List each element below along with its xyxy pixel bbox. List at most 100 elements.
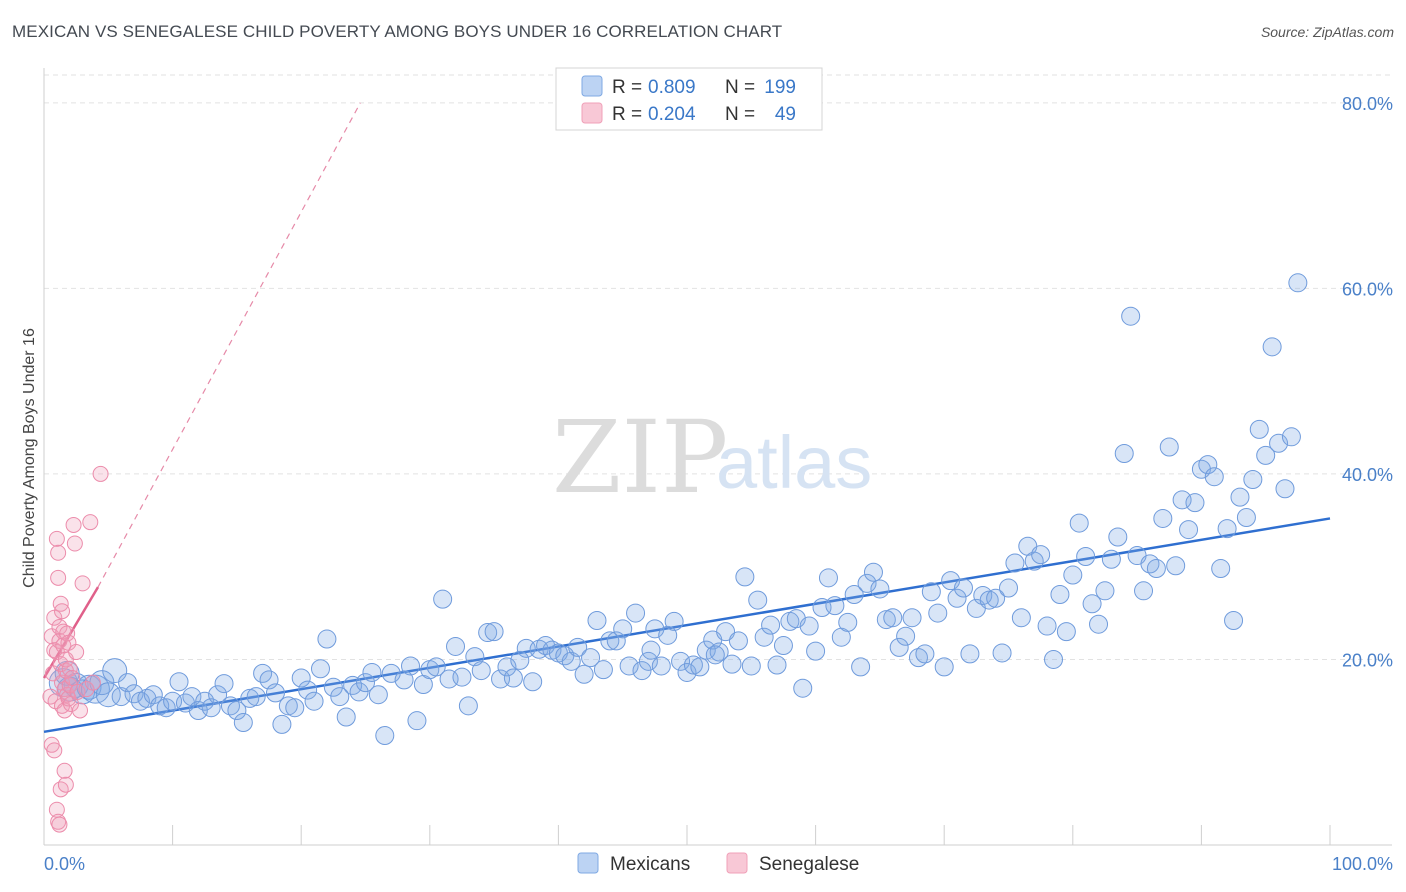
trend-line-senegalese-extension bbox=[97, 102, 361, 588]
point-mexicans bbox=[999, 578, 1018, 598]
watermark: ZIP atlas bbox=[552, 399, 872, 516]
point-mexicans bbox=[748, 590, 768, 610]
watermark-zip: ZIP bbox=[552, 399, 728, 516]
point-mexicans bbox=[246, 687, 266, 707]
point-mexicans bbox=[278, 696, 298, 716]
point-mexicans bbox=[1095, 581, 1115, 601]
grid-lines bbox=[44, 74, 1392, 660]
point-mexicans bbox=[323, 677, 343, 697]
point-mexicans bbox=[806, 641, 826, 661]
point-mexicans bbox=[1159, 437, 1179, 457]
point-mexicans bbox=[182, 687, 202, 707]
point-mexicans bbox=[902, 608, 922, 628]
point-senegalese bbox=[52, 656, 69, 673]
point-mexicans bbox=[851, 657, 871, 677]
point-mexicans bbox=[310, 659, 330, 679]
point-mexicans bbox=[651, 656, 671, 676]
legend-r-value-2: 0.204 bbox=[648, 104, 696, 125]
bottom-legend-swatch-senegalese bbox=[726, 852, 748, 874]
point-mexicans bbox=[368, 685, 388, 705]
point-senegalese bbox=[46, 642, 63, 659]
source-credit: Source: ZipAtlas.com bbox=[1260, 24, 1394, 40]
point-mexicans bbox=[1037, 616, 1057, 636]
y-axis-label: Child Poverty Among Boys Under 16 bbox=[21, 328, 38, 588]
point-mexicans bbox=[767, 655, 787, 675]
point-mexicans bbox=[754, 627, 774, 647]
point-mexicans bbox=[375, 726, 395, 746]
point-mexicans bbox=[1031, 545, 1051, 565]
point-senegalese bbox=[55, 637, 72, 654]
point-mexicans bbox=[1166, 556, 1186, 576]
point-senegalese bbox=[42, 688, 59, 705]
point-senegalese bbox=[52, 781, 69, 798]
point-mexicans bbox=[960, 644, 980, 664]
point-mexicans bbox=[150, 696, 170, 716]
axes bbox=[43, 68, 1392, 846]
point-mexicans bbox=[986, 588, 1006, 608]
point-mexicans bbox=[95, 682, 121, 708]
point-senegalese bbox=[61, 660, 78, 677]
legend-r-label-2: R = bbox=[612, 104, 642, 125]
point-mexicans bbox=[465, 647, 485, 667]
point-mexicans bbox=[1249, 419, 1269, 439]
y-tick-label: 80.0% bbox=[1342, 94, 1393, 114]
point-mexicans bbox=[574, 664, 594, 684]
point-mexicans bbox=[426, 657, 446, 677]
point-mexicans bbox=[683, 655, 703, 675]
point-mexicans bbox=[458, 696, 478, 716]
point-mexicans bbox=[1101, 549, 1121, 569]
bottom-legend-mexicans: Mexicans bbox=[610, 854, 690, 875]
point-mexicans bbox=[1056, 622, 1076, 642]
legend-n-value-2: 49 bbox=[775, 104, 796, 125]
point-mexicans bbox=[722, 654, 742, 674]
point-mexicans bbox=[1050, 585, 1070, 605]
point-mexicans bbox=[947, 588, 967, 608]
point-mexicans bbox=[568, 637, 588, 657]
point-mexicans bbox=[1011, 608, 1031, 628]
point-senegalese bbox=[84, 674, 101, 691]
point-mexicans bbox=[934, 657, 954, 677]
point-mexicans bbox=[1204, 467, 1224, 487]
x-tick-label: 100.0% bbox=[1332, 854, 1393, 874]
point-mexicans bbox=[471, 661, 491, 681]
y-tick-label: 20.0% bbox=[1342, 650, 1393, 670]
point-mexicans bbox=[169, 672, 189, 692]
point-mexicans bbox=[735, 567, 755, 587]
point-senegalese bbox=[69, 683, 86, 700]
point-senegalese bbox=[48, 530, 65, 547]
point-mexicans bbox=[304, 691, 324, 711]
point-mexicans bbox=[641, 640, 661, 660]
point-senegalese bbox=[56, 762, 73, 779]
point-mexicans bbox=[1044, 649, 1064, 669]
point-mexicans bbox=[818, 568, 838, 588]
point-mexicans bbox=[632, 661, 652, 681]
series-legend: Mexicans Senegalese bbox=[577, 852, 859, 875]
point-mexicans bbox=[1063, 565, 1083, 585]
point-mexicans bbox=[1076, 546, 1096, 566]
point-mexicans bbox=[1005, 553, 1025, 573]
point-mexicans bbox=[503, 668, 523, 688]
point-mexicans bbox=[349, 682, 369, 702]
point-mexicans bbox=[561, 651, 581, 671]
point-mexicans bbox=[638, 651, 658, 671]
legend-swatch-mexicans bbox=[581, 75, 603, 97]
point-mexicans bbox=[1153, 508, 1173, 528]
point-mexicans bbox=[1114, 444, 1134, 464]
point-mexicans bbox=[1230, 487, 1250, 507]
point-mexicans bbox=[1108, 527, 1128, 547]
point-mexicans bbox=[793, 678, 813, 698]
point-mexicans bbox=[510, 650, 530, 670]
point-mexicans bbox=[143, 685, 163, 705]
data-points bbox=[42, 273, 1308, 833]
point-mexicans bbox=[587, 610, 607, 630]
point-mexicans bbox=[671, 651, 691, 671]
point-mexicans bbox=[1243, 469, 1263, 489]
point-mexicans bbox=[272, 714, 292, 734]
point-mexicans bbox=[773, 636, 793, 656]
point-mexicans bbox=[362, 662, 382, 682]
point-mexicans bbox=[1069, 513, 1089, 533]
point-mexicans bbox=[799, 616, 819, 636]
y-tick-label: 60.0% bbox=[1342, 279, 1393, 299]
point-mexicans bbox=[433, 589, 453, 609]
point-mexicans bbox=[889, 637, 909, 657]
